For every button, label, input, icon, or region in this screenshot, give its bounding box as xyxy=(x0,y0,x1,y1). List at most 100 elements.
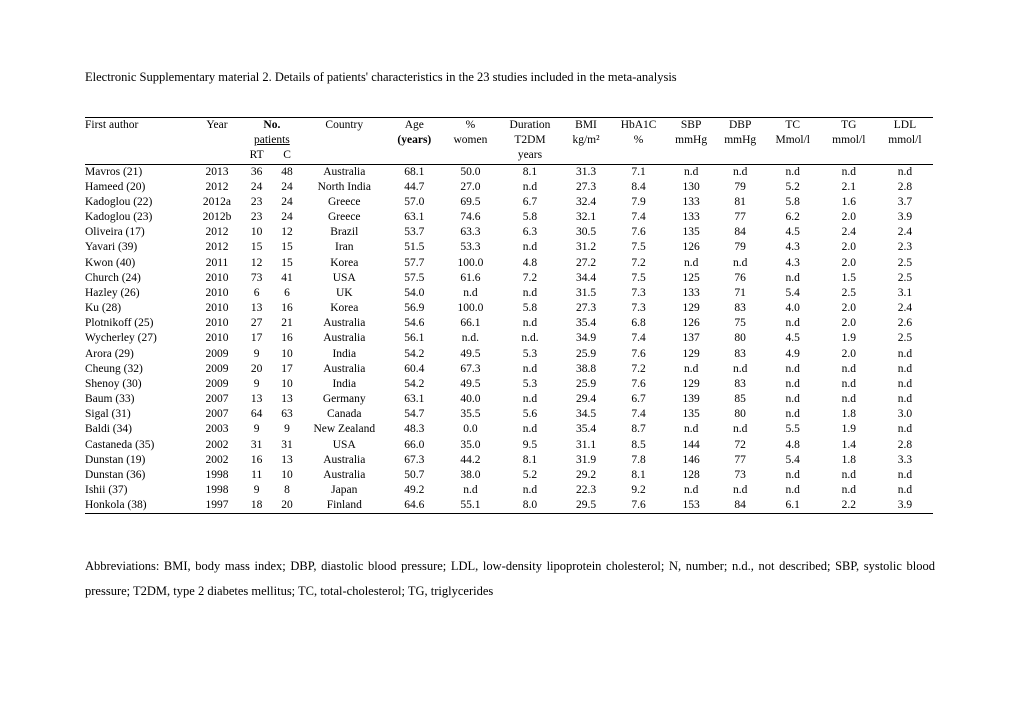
cell: 48.3 xyxy=(386,422,442,437)
cell: 54.6 xyxy=(386,316,442,331)
cell: Greece xyxy=(302,195,386,210)
cell: 81 xyxy=(716,195,765,210)
cell: 2.0 xyxy=(821,301,877,316)
cell: 2.5 xyxy=(877,256,933,271)
cell: n.d xyxy=(765,362,821,377)
cell: 79 xyxy=(716,240,765,255)
cell: 7.6 xyxy=(611,377,667,392)
cell: 4.8 xyxy=(498,256,561,271)
cell: North India xyxy=(302,180,386,195)
cell: 5.4 xyxy=(765,286,821,301)
cell: 5.6 xyxy=(498,407,561,422)
col-dbp: DBP xyxy=(716,118,765,134)
cell: 73 xyxy=(242,271,272,286)
cell: 53.7 xyxy=(386,225,442,240)
col-tc-unit: Mmol/l xyxy=(765,133,821,148)
cell: India xyxy=(302,347,386,362)
cell: 2.0 xyxy=(821,316,877,331)
cell: 54.0 xyxy=(386,286,442,301)
cell: n.d xyxy=(765,164,821,180)
col-ldl: LDL xyxy=(877,118,933,134)
cell: 135 xyxy=(667,407,716,422)
cell: Wycherley (27) xyxy=(85,331,192,346)
cell: 2.0 xyxy=(821,256,877,271)
cell: 8.1 xyxy=(611,468,667,483)
cell: 135 xyxy=(667,225,716,240)
cell: 2010 xyxy=(192,271,241,286)
cell: 7.5 xyxy=(611,240,667,255)
cell: 48 xyxy=(272,164,302,180)
table-row: Sigal (31)20076463Canada54.735.55.634.57… xyxy=(85,407,933,422)
cell: Finland xyxy=(302,498,386,514)
cell: 1998 xyxy=(192,483,241,498)
cell: 84 xyxy=(716,498,765,514)
cell: 53.3 xyxy=(442,240,498,255)
cell: 13 xyxy=(272,392,302,407)
cell: USA xyxy=(302,271,386,286)
cell: 49.2 xyxy=(386,483,442,498)
cell: 31 xyxy=(242,438,272,453)
cell: n.d xyxy=(877,392,933,407)
cell: 1.5 xyxy=(821,271,877,286)
cell: 11 xyxy=(242,468,272,483)
table-row: Hameed (20)20122424North India44.727.0n.… xyxy=(85,180,933,195)
cell: 6 xyxy=(272,286,302,301)
cell: 27.3 xyxy=(562,180,611,195)
cell: n.d xyxy=(765,483,821,498)
cell: 2010 xyxy=(192,286,241,301)
cell: Yavari (39) xyxy=(85,240,192,255)
cell: 2010 xyxy=(192,316,241,331)
cell: Plotnikoff (25) xyxy=(85,316,192,331)
cell: 2007 xyxy=(192,407,241,422)
cell: 5.2 xyxy=(498,468,561,483)
cell: Dunstan (36) xyxy=(85,468,192,483)
cell: 50.0 xyxy=(442,164,498,180)
table-row: Plotnikoff (25)20102721Australia54.666.1… xyxy=(85,316,933,331)
cell: Mavros (21) xyxy=(85,164,192,180)
cell: n.d xyxy=(877,483,933,498)
cell: 2010 xyxy=(192,301,241,316)
cell: 7.8 xyxy=(611,453,667,468)
table-row: Kadoglou (23)2012b2324Greece63.174.65.83… xyxy=(85,210,933,225)
cell: 2009 xyxy=(192,377,241,392)
table-row: Kadoglou (22)2012a2324Greece57.069.56.73… xyxy=(85,195,933,210)
cell: n.d xyxy=(765,316,821,331)
cell: n.d xyxy=(765,407,821,422)
cell: 55.1 xyxy=(442,498,498,514)
cell: 76 xyxy=(716,271,765,286)
cell: 15 xyxy=(242,240,272,255)
cell: 2.6 xyxy=(877,316,933,331)
col-women-sub: women xyxy=(442,133,498,148)
cell: Australia xyxy=(302,164,386,180)
cell: 31.1 xyxy=(562,438,611,453)
cell: 34.9 xyxy=(562,331,611,346)
table-row: Shenoy (30)2009910India54.249.55.325.97.… xyxy=(85,377,933,392)
header-row-3: RT C years xyxy=(85,148,933,164)
cell: n.d xyxy=(877,468,933,483)
cell: 2.5 xyxy=(877,331,933,346)
cell: Cheung (32) xyxy=(85,362,192,377)
cell: Australia xyxy=(302,453,386,468)
cell: 75 xyxy=(716,316,765,331)
header-row-1: First author Year No. Country Age % Dura… xyxy=(85,118,933,134)
col-no-patients: No. xyxy=(242,118,303,134)
cell: Australia xyxy=(302,331,386,346)
cell: 24 xyxy=(242,180,272,195)
cell: 133 xyxy=(667,210,716,225)
cell: 83 xyxy=(716,347,765,362)
cell: 29.2 xyxy=(562,468,611,483)
cell: 83 xyxy=(716,377,765,392)
cell: 18 xyxy=(242,498,272,514)
cell: 7.9 xyxy=(611,195,667,210)
col-age-unit: (years) xyxy=(386,133,442,148)
cell: 100.0 xyxy=(442,301,498,316)
cell: 31.9 xyxy=(562,453,611,468)
cell: 56.1 xyxy=(386,331,442,346)
cell: 54.2 xyxy=(386,377,442,392)
cell: 13 xyxy=(242,301,272,316)
cell: 2009 xyxy=(192,347,241,362)
cell: Australia xyxy=(302,468,386,483)
cell: 2012 xyxy=(192,180,241,195)
cell: 2.8 xyxy=(877,180,933,195)
cell: 25.9 xyxy=(562,377,611,392)
